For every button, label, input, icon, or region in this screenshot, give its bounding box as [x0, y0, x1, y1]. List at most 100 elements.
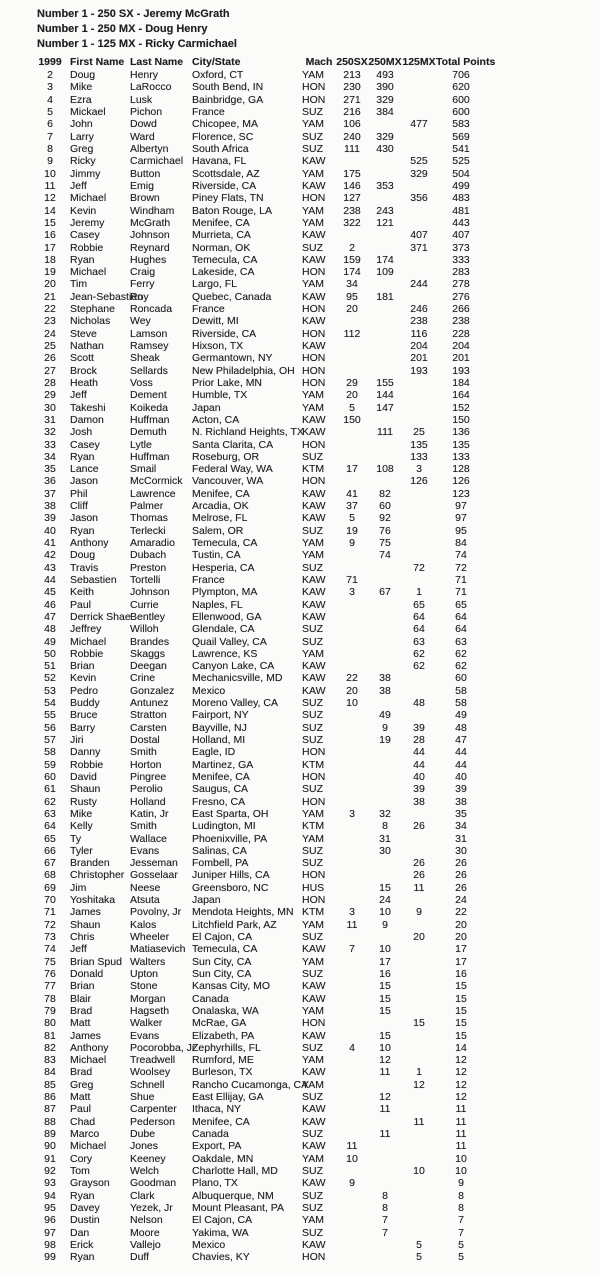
cell-last-name: Matiasevich	[130, 943, 186, 956]
cell-250sx: 3	[349, 586, 355, 599]
cell-125mx: 3	[416, 463, 422, 476]
cell-first-name: Shaun	[70, 918, 101, 931]
cell-250sx: 11	[346, 918, 358, 931]
table-row: 15 Jeremy McGrath Menifee, CA YAM 322 12…	[30, 217, 486, 229]
cell-city-state: Norman, OK	[192, 241, 251, 254]
cell-250sx: 112	[343, 327, 361, 340]
cell-250mx: 12	[379, 1091, 391, 1104]
cell-rank: 58	[44, 746, 56, 759]
cell-125mx: 12	[413, 1078, 425, 1091]
cell-first-name: Branden	[70, 857, 110, 870]
cell-first-name: Ryan	[70, 253, 95, 266]
cell-last-name: Tortelli	[130, 573, 161, 586]
cell-first-name: Erick	[70, 1238, 94, 1251]
cell-total-points: 228	[452, 327, 470, 340]
champions-title-block: Number 1 - 250 SX - Jeremy McGrath Numbe…	[37, 7, 237, 52]
cell-first-name: Nicholas	[70, 315, 111, 328]
cell-rank: 99	[44, 1251, 56, 1264]
cell-machine: YAM	[302, 1004, 324, 1017]
standings-table: 1999 First Name Last Name City/State Mac…	[30, 55, 495, 1264]
cell-total-points: 11	[455, 1115, 467, 1128]
cell-machine: SUZ	[302, 709, 323, 722]
cell-250sx: 240	[343, 130, 361, 143]
cell-city-state: El Cajon, CA	[192, 931, 253, 944]
cell-last-name: Brandes	[130, 635, 170, 648]
cell-250mx: 121	[376, 216, 394, 229]
cell-rank: 80	[44, 1017, 56, 1030]
cell-total-points: 64	[455, 610, 467, 623]
cell-city-state: Baton Rouge, LA	[192, 204, 272, 217]
cell-250mx: 329	[376, 93, 394, 106]
cell-machine: KAW	[302, 1177, 326, 1190]
cell-125mx: 62	[413, 660, 425, 673]
cell-city-state: Menifee, CA	[192, 487, 250, 500]
cell-total-points: 8	[458, 1201, 464, 1214]
cell-city-state: Yakima, WA	[192, 1226, 249, 1239]
cell-total-points: 11	[455, 1103, 467, 1116]
cell-total-points: 407	[452, 229, 470, 242]
table-row: 71 James Povolny, Jr Mendota Heights, MN…	[30, 906, 486, 918]
cell-first-name: Stephane	[70, 303, 115, 316]
cell-rank: 3	[47, 81, 53, 94]
header-250mx: 250MX	[368, 55, 402, 68]
table-row: 97 Dan Moore Yakima, WA SUZ 7 7	[30, 1226, 486, 1239]
cell-machine: KAW	[302, 992, 326, 1005]
table-row: 33 Casey Lytle Santa Clarita, CA HON 135…	[30, 438, 486, 451]
cell-rank: 41	[44, 537, 56, 550]
cell-250sx: 29	[346, 376, 358, 389]
cell-250mx: 108	[376, 463, 394, 476]
cell-machine: HON	[302, 376, 326, 389]
cell-rank: 87	[44, 1103, 56, 1116]
table-header-row: 1999 First Name Last Name City/State Mac…	[30, 55, 495, 68]
table-row: 91 Cory Keeney Oakdale, MN YAM 10 10	[30, 1153, 486, 1165]
table-row: 73 Chris Wheeler El Cajon, CA SUZ 20 20	[30, 931, 486, 943]
cell-first-name: Takeshi	[70, 401, 106, 414]
cell-rank: 14	[44, 204, 56, 217]
cell-machine: YAM	[302, 918, 324, 931]
cell-last-name: Ferry	[130, 278, 155, 291]
cell-rank: 4	[47, 93, 53, 106]
cell-first-name: Brad	[70, 1066, 93, 1079]
cell-250mx: 493	[376, 69, 394, 82]
cell-125mx: 26	[413, 820, 425, 833]
cell-first-name: Buddy	[70, 697, 100, 710]
cell-rank: 29	[44, 389, 56, 402]
cell-machine: SUZ	[302, 697, 323, 710]
cell-total-points: 12	[455, 1054, 467, 1067]
cell-125mx: 407	[410, 229, 428, 242]
cell-city-state: Ludington, MI	[192, 820, 256, 833]
cell-250mx: 38	[379, 684, 391, 697]
cell-machine: YAM	[302, 389, 324, 402]
cell-machine: HON	[302, 475, 326, 488]
table-row: 60 David Pingree Menifee, CA HON 40 40	[30, 771, 486, 783]
cell-first-name: Nathan	[70, 340, 104, 353]
cell-city-state: Zephyrhills, FL	[192, 1041, 261, 1054]
cell-125mx: 26	[413, 869, 425, 882]
cell-rank: 54	[44, 697, 56, 710]
cell-rank: 51	[44, 660, 56, 673]
cell-250sx: 7	[349, 943, 355, 956]
cell-city-state: Largo, FL	[192, 278, 237, 291]
cell-125mx: 20	[413, 931, 425, 944]
cell-city-state: East Ellijay, GA	[192, 1091, 264, 1104]
cell-city-state: Chavies, KY	[192, 1251, 250, 1264]
cell-rank: 31	[44, 413, 56, 426]
cell-250sx: 213	[343, 69, 361, 82]
cell-machine: HON	[302, 192, 326, 205]
table-row: 18 Ryan Hughes Temecula, CA KAW 159 174 …	[30, 254, 486, 266]
cell-125mx: 116	[410, 327, 428, 340]
cell-first-name: Paul	[70, 1103, 92, 1116]
cell-rank: 15	[44, 216, 56, 229]
cell-rank: 48	[44, 623, 56, 636]
cell-last-name: Sheak	[130, 352, 160, 365]
cell-250mx: 353	[376, 179, 394, 192]
table-row: 30 Takeshi Koikeda Japan YAM 5 147 152	[30, 401, 486, 414]
table-row: 80 Matt Walker McRae, GA HON 15 15	[30, 1017, 486, 1029]
cell-rank: 26	[44, 352, 56, 365]
cell-total-points: 15	[455, 1029, 467, 1042]
cell-total-points: 20	[455, 931, 467, 944]
cell-125mx: 246	[410, 303, 428, 316]
cell-machine: HON	[302, 746, 326, 759]
cell-last-name: Evans	[130, 1029, 160, 1042]
cell-last-name: Duff	[130, 1251, 150, 1264]
